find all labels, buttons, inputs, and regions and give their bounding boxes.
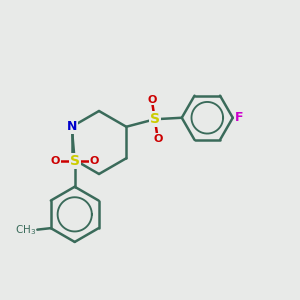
Text: O: O bbox=[147, 95, 157, 105]
Text: O: O bbox=[89, 156, 99, 166]
Text: CH$_3$: CH$_3$ bbox=[15, 223, 36, 236]
Text: N: N bbox=[67, 120, 77, 133]
Text: S: S bbox=[150, 112, 160, 126]
Text: O: O bbox=[153, 134, 163, 144]
Text: S: S bbox=[70, 154, 80, 168]
Text: O: O bbox=[50, 156, 60, 166]
Text: F: F bbox=[235, 111, 243, 124]
